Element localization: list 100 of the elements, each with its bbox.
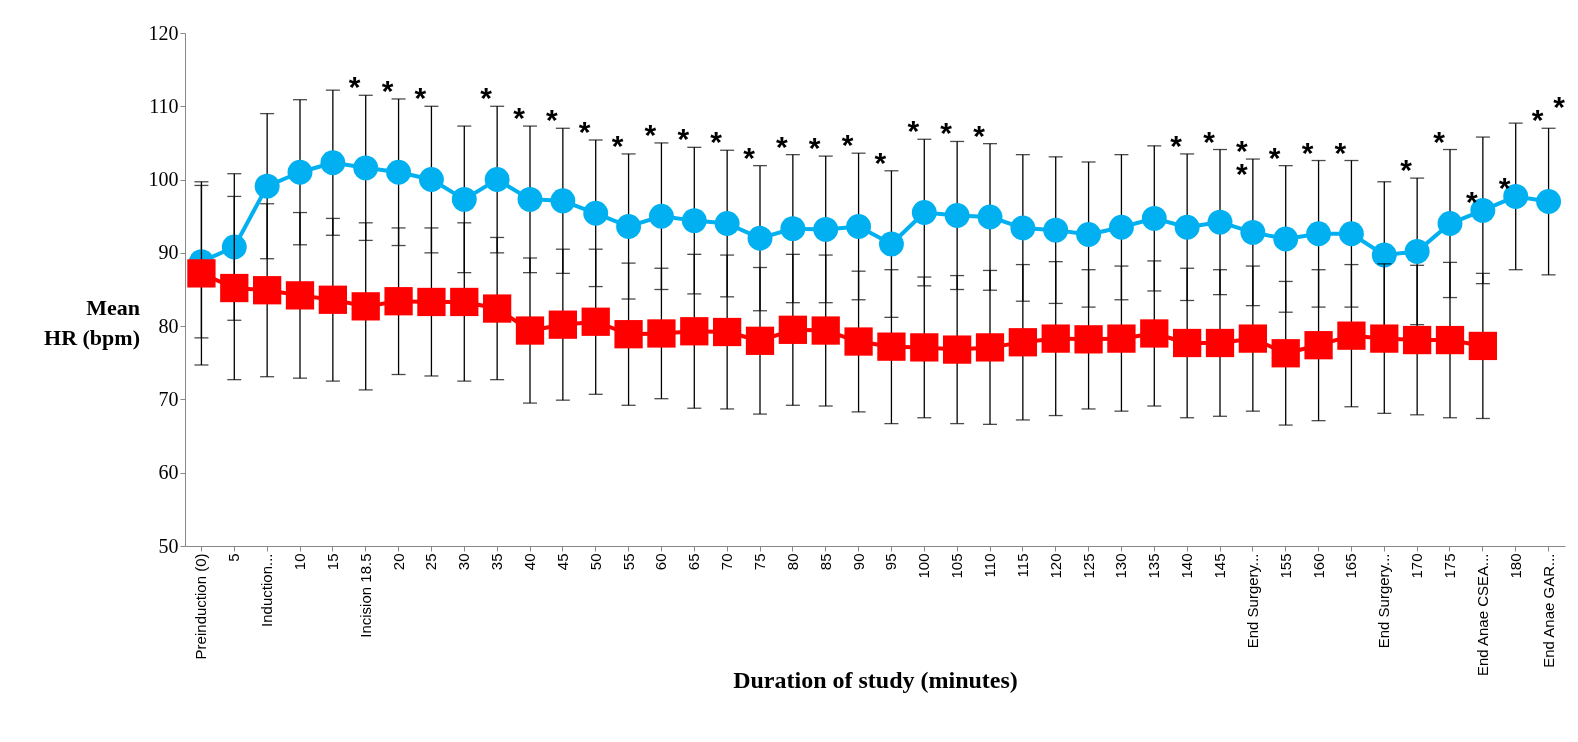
annotation: *	[1553, 90, 1566, 123]
point	[943, 335, 972, 364]
x-tick-label: 85	[816, 553, 834, 571]
point	[285, 281, 315, 310]
annotation: *	[414, 81, 427, 115]
point	[515, 316, 545, 345]
point	[846, 214, 872, 239]
point	[1435, 325, 1465, 355]
point	[1141, 205, 1167, 231]
x-tick-label: 140	[1178, 553, 1196, 579]
point	[1371, 242, 1397, 268]
point	[616, 214, 642, 239]
x-tick-label: End Surgery...	[1375, 553, 1393, 649]
annotation: *	[710, 125, 723, 159]
annotation: *	[644, 117, 657, 151]
annotation: *	[546, 103, 559, 137]
point	[878, 231, 904, 257]
x-tick-label: End Anae CSEA...	[1473, 553, 1491, 677]
annotation: *	[578, 115, 591, 148]
point	[253, 276, 282, 305]
x-tick-label: 70	[718, 553, 736, 571]
point	[778, 315, 807, 344]
point	[1403, 325, 1432, 355]
point	[581, 307, 610, 336]
annotation: *	[907, 114, 920, 148]
point	[681, 208, 707, 234]
point	[977, 204, 1003, 230]
point	[220, 273, 249, 303]
point	[583, 200, 609, 226]
x-tick-label: 65	[685, 553, 703, 571]
y-axis-title: Mean HR (bpm)	[44, 295, 140, 350]
x-tick-label: 75	[751, 553, 768, 571]
point	[813, 216, 839, 242]
x-tick-label: 60	[652, 553, 670, 571]
x-tick-label: 160	[1309, 553, 1327, 579]
x-tick-label: 80	[783, 553, 801, 571]
point	[910, 333, 939, 362]
x-tick-label: 145	[1211, 553, 1228, 579]
point	[221, 234, 247, 260]
point	[1010, 215, 1036, 241]
point	[1074, 325, 1103, 354]
point	[1370, 324, 1399, 353]
x-tick-label: 40	[521, 553, 538, 571]
y-tick-label: 60	[158, 461, 179, 484]
x-tick-label: 50	[586, 553, 604, 571]
annotation: *	[677, 122, 690, 156]
point	[975, 333, 1005, 362]
x-tick-label: 135	[1145, 553, 1163, 579]
point	[1107, 324, 1136, 353]
x-axis-title: Duration of study (minutes)	[733, 666, 1018, 693]
annotation: *	[841, 128, 854, 162]
point	[353, 155, 379, 181]
point	[483, 294, 512, 323]
y-tick-label: 90	[158, 241, 179, 264]
y-tick-label: 70	[158, 387, 179, 410]
point	[745, 326, 775, 355]
x-tick-label: 170	[1408, 553, 1426, 579]
annotation: *	[1466, 185, 1479, 219]
x-tick-label: 15	[323, 553, 341, 571]
annotation: *	[513, 101, 526, 135]
x-tick-label: End Surgery...	[1243, 553, 1261, 649]
point	[1437, 211, 1463, 236]
x-tick-label: 155	[1276, 553, 1294, 579]
point	[1205, 328, 1235, 358]
annotation: *	[743, 140, 756, 174]
annotation: *	[1170, 128, 1183, 162]
x-tick-label: 45	[553, 553, 571, 571]
x-tick-label: 125	[1079, 553, 1097, 579]
point	[911, 200, 937, 225]
point	[1174, 214, 1200, 240]
x-tick-label: End Anae GAR...	[1539, 553, 1557, 668]
point	[1238, 324, 1267, 353]
point	[1173, 328, 1202, 358]
point	[1041, 324, 1070, 353]
x-tick-label: 25	[422, 553, 440, 571]
annotation: *	[1498, 171, 1511, 205]
point	[944, 203, 970, 228]
point	[713, 317, 742, 347]
x-tick-label: 115	[1013, 553, 1031, 578]
point	[714, 211, 740, 236]
x-tick-label: 5	[225, 553, 243, 562]
x-tick-label: 95	[882, 553, 900, 571]
point	[187, 259, 216, 288]
point	[1076, 222, 1102, 247]
point	[254, 173, 280, 199]
point	[550, 188, 576, 214]
annotation: *	[1203, 124, 1216, 158]
x-tick-label: Induction...	[258, 553, 276, 627]
x-tick-label: Incision 18.5	[356, 553, 374, 638]
annotation: *	[348, 70, 361, 104]
x-tick-label: 35	[488, 553, 506, 571]
annotation: *	[940, 116, 953, 150]
annotation: *	[480, 81, 493, 115]
annotation: *	[1301, 135, 1314, 169]
point	[548, 310, 577, 339]
annotation: *	[808, 131, 821, 165]
point	[1043, 217, 1069, 243]
y-tick-label: 110	[149, 94, 179, 117]
point	[384, 287, 413, 316]
annotation: *	[1531, 103, 1544, 137]
